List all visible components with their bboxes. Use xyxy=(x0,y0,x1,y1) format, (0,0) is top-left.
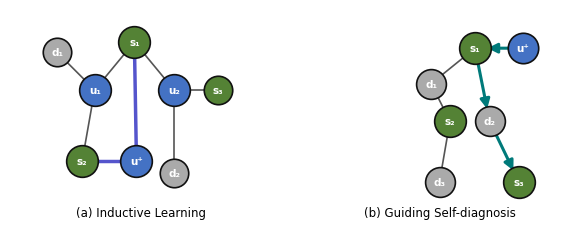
Point xyxy=(77,159,87,163)
Point xyxy=(169,172,179,176)
Text: d₁: d₁ xyxy=(51,48,63,58)
Point xyxy=(130,41,139,45)
Text: d₂: d₂ xyxy=(168,169,180,179)
Text: s₂: s₂ xyxy=(445,117,455,127)
Text: (a) Inductive Learning: (a) Inductive Learning xyxy=(76,207,206,219)
Text: s₃: s₃ xyxy=(513,177,524,187)
Point xyxy=(471,47,480,51)
Text: u⁺: u⁺ xyxy=(517,44,530,54)
Text: s₁: s₁ xyxy=(470,44,481,54)
Point xyxy=(519,47,528,51)
Text: d₂: d₂ xyxy=(483,117,496,127)
Text: s₃: s₃ xyxy=(213,85,223,96)
Point xyxy=(445,120,455,124)
Point xyxy=(169,89,179,92)
Point xyxy=(132,159,141,163)
Text: u₁: u₁ xyxy=(88,85,101,96)
Point xyxy=(213,89,223,92)
Point xyxy=(435,180,444,184)
Point xyxy=(514,180,523,184)
Text: d₁: d₁ xyxy=(425,79,437,89)
Text: d₃: d₃ xyxy=(434,177,445,187)
Text: s₁: s₁ xyxy=(129,38,139,48)
Text: u₂: u₂ xyxy=(168,85,180,96)
Point xyxy=(52,51,62,55)
Point xyxy=(90,89,100,92)
Point xyxy=(427,82,436,86)
Text: u⁺: u⁺ xyxy=(130,156,143,166)
Text: (b) Guiding Self-diagnosis: (b) Guiding Self-diagnosis xyxy=(363,207,516,219)
Point xyxy=(485,120,495,124)
Text: s₂: s₂ xyxy=(77,156,87,166)
